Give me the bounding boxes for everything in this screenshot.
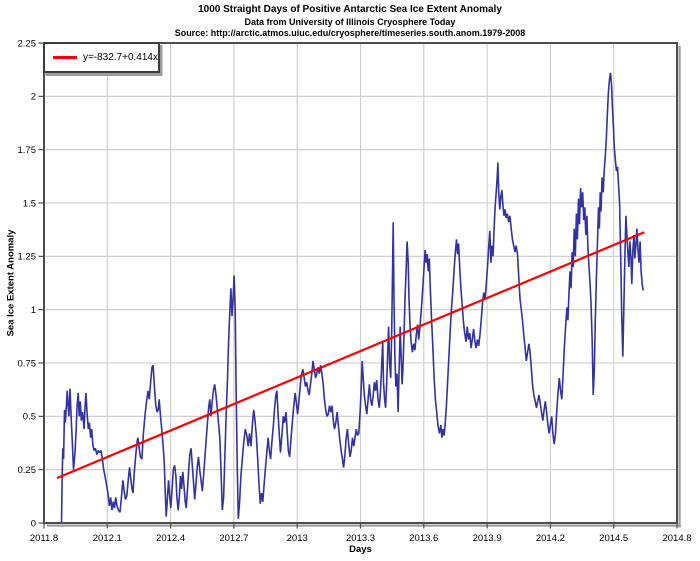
- chart-source: Source: http://arctic.atmos.uiuc.edu/cry…: [174, 28, 526, 38]
- y-tick-label: 1.75: [18, 145, 37, 156]
- y-tick-label: 2.25: [18, 38, 37, 49]
- x-tick-label: 2014.8: [662, 533, 691, 544]
- legend-trend-line-sample: [53, 56, 77, 59]
- y-tick-label: 1: [31, 305, 36, 316]
- series-line: [60, 72, 644, 524]
- y-tick-label: 0.5: [23, 412, 36, 423]
- x-tick-label: 2013: [287, 533, 308, 544]
- x-tick-label: 2013.6: [409, 533, 438, 544]
- plot-frame: [43, 42, 678, 524]
- x-tick-label: 2012.7: [219, 533, 248, 544]
- x-tick-label: 2012.1: [93, 533, 122, 544]
- legend: y=-832.7+0.414x: [43, 42, 160, 73]
- y-axis-label: Sea Ice Extent Anomaly: [5, 229, 17, 337]
- frame-shadow-right: [678, 46, 681, 528]
- y-tick-label: 1.25: [18, 252, 37, 263]
- y-tick-label: 2: [31, 92, 36, 103]
- x-tick-label: 2012.4: [156, 533, 185, 544]
- x-tick-label: 2014.5: [599, 533, 628, 544]
- x-tick-label: 2013.3: [346, 533, 375, 544]
- y-tick-label: 0.75: [18, 358, 37, 369]
- x-axis-label: Days: [349, 544, 372, 555]
- legend-label: y=-832.7+0.414x: [82, 52, 158, 63]
- x-tick-label: 2014.2: [536, 533, 565, 544]
- x-tick-label: 2013.9: [473, 533, 502, 544]
- x-tick-label: 2011.8: [30, 533, 58, 544]
- chart-title: 1000 Straight Days of Positive Antarctic…: [198, 4, 502, 15]
- y-tick-label: 1.5: [23, 198, 36, 209]
- trend-line: [56, 231, 645, 480]
- chart-subtitle: Data from University of Illinois Cryosph…: [244, 16, 456, 27]
- y-tick-label: 0: [31, 518, 36, 529]
- y-tick-label: 0.25: [18, 465, 37, 476]
- frame-shadow-bottom: [47, 524, 681, 527]
